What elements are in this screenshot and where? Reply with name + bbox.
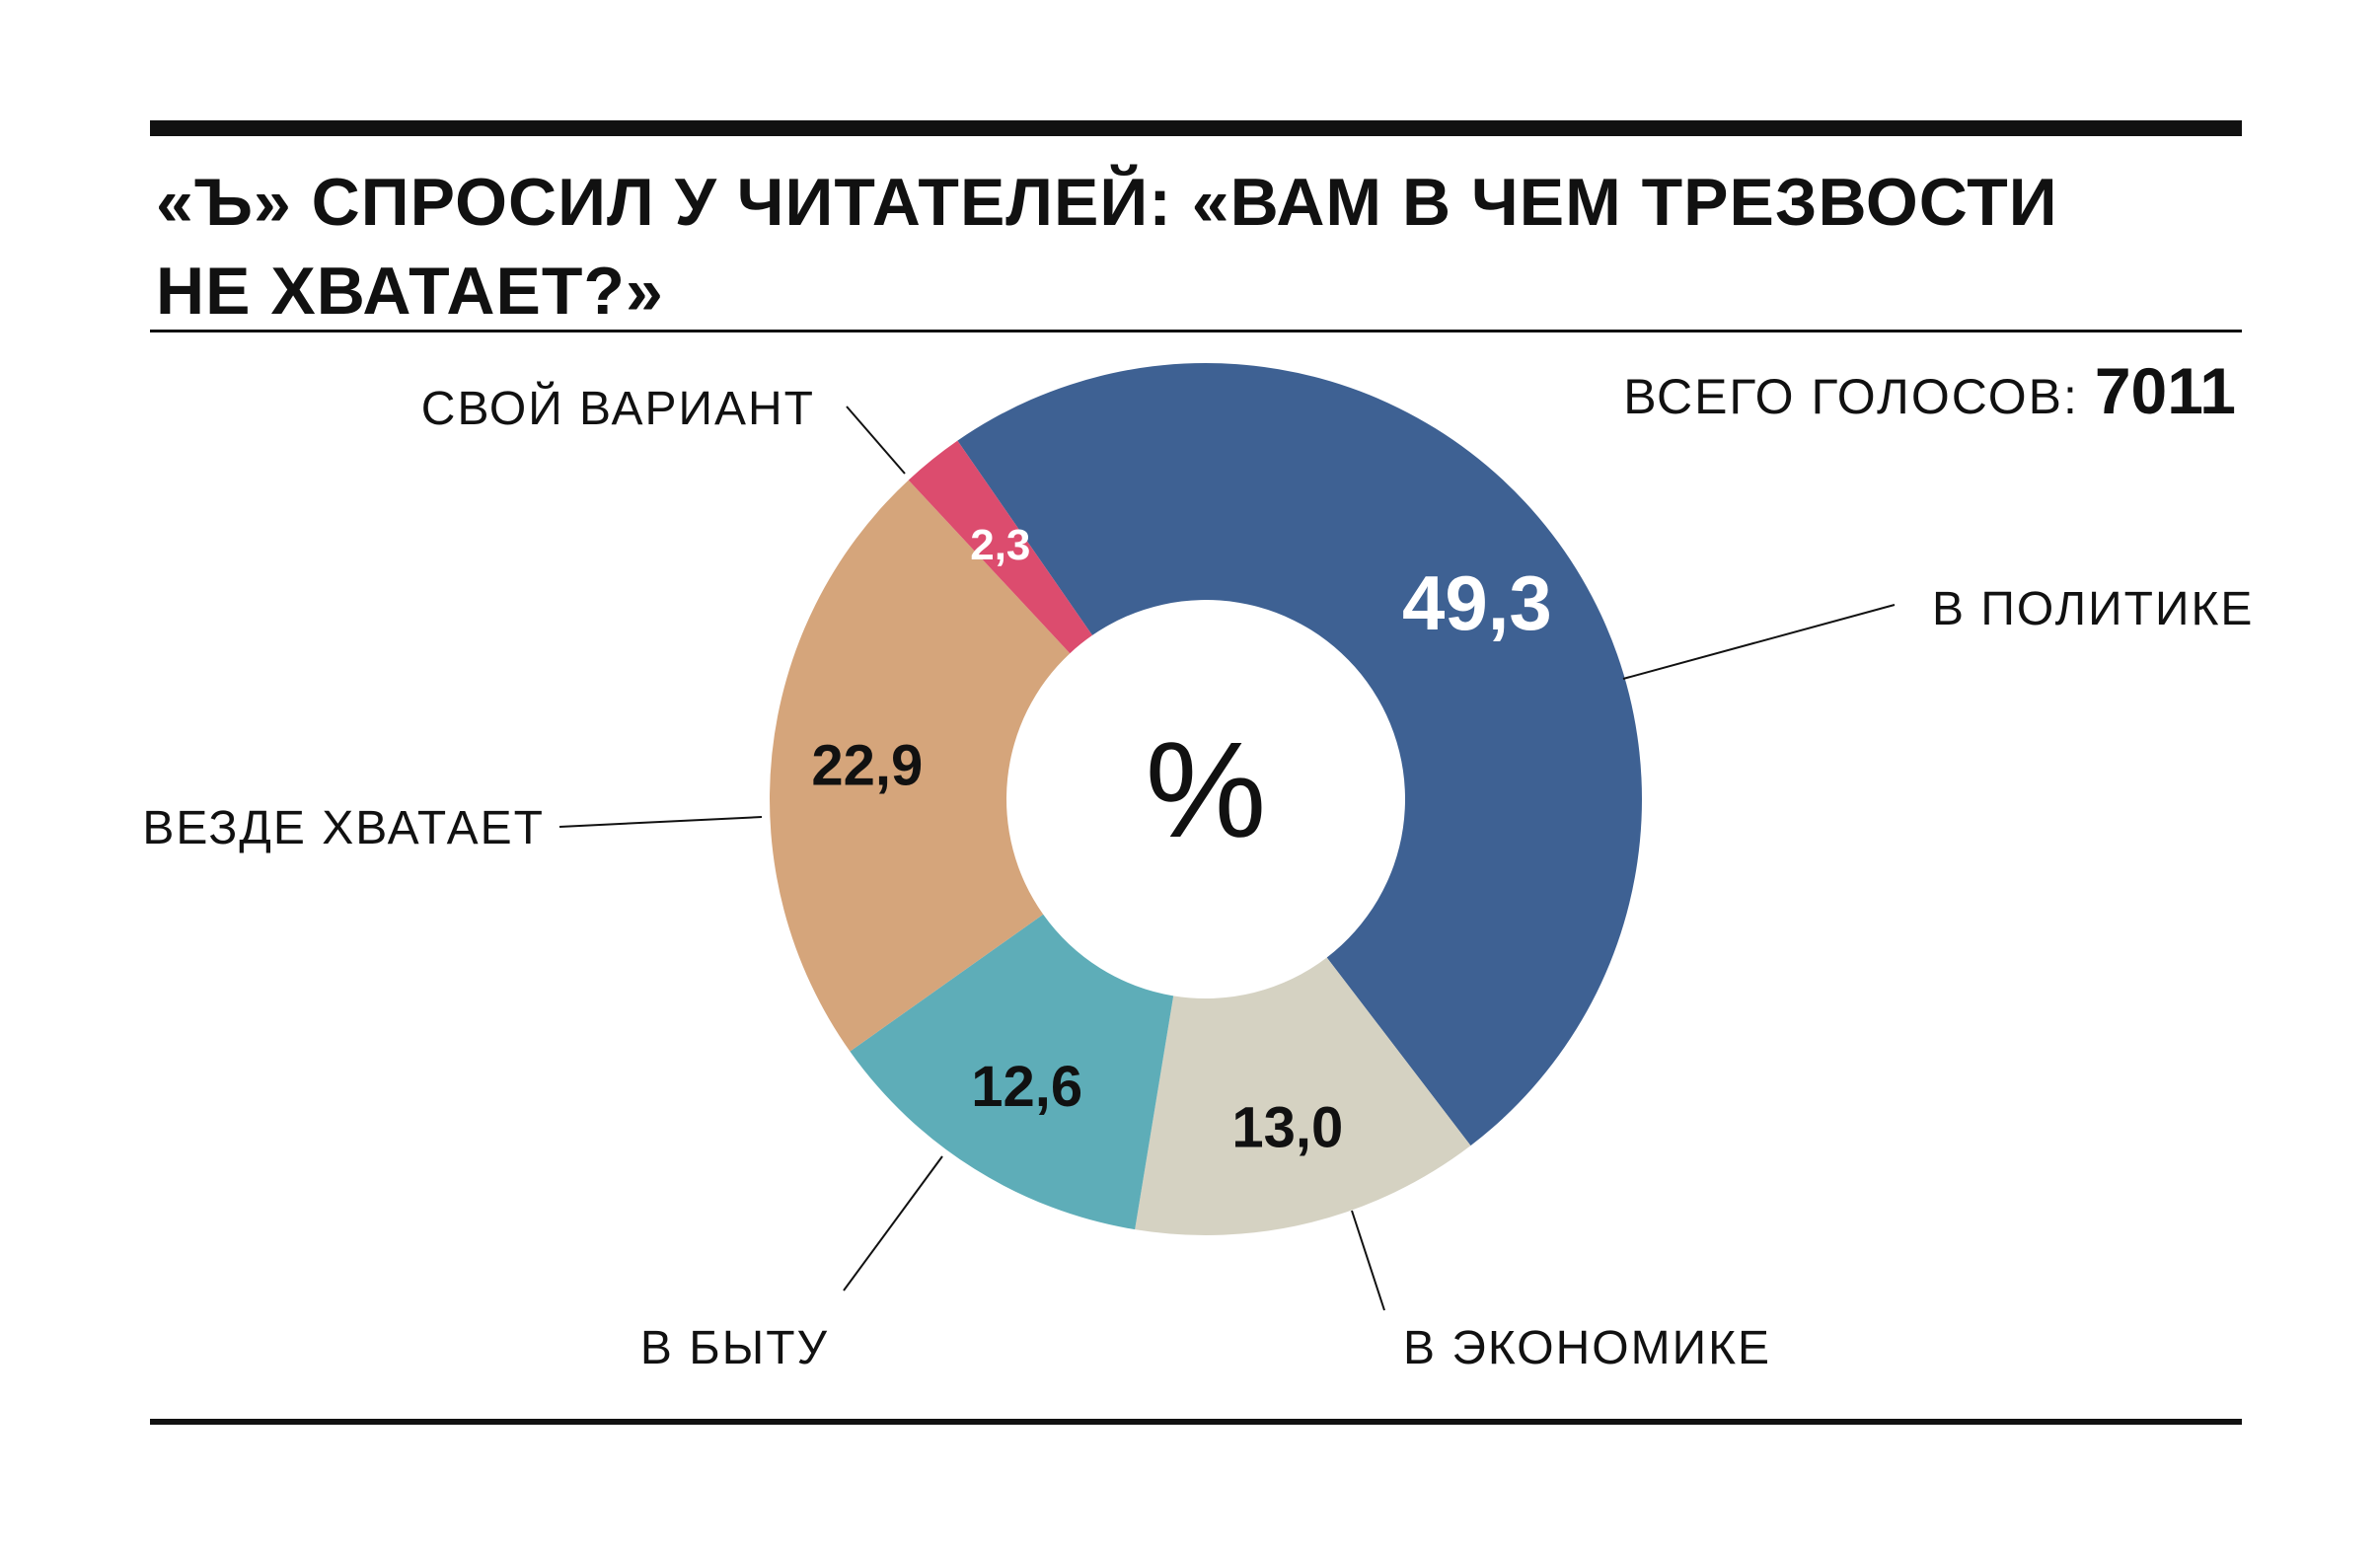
title-rule [150,330,2242,332]
slice-свой-вариант [908,440,1093,654]
category-label-в-политике: В ПОЛИТИКЕ [1932,583,2254,635]
category-label-везде-хватает: ВЕЗДЕ ХВАТАЕТ [142,802,545,854]
value-label-в-экономике: 13,0 [1231,1096,1343,1160]
leader-line-в-политике [1622,604,1896,680]
slice-в-политике [957,362,1643,1146]
leader-line-везде-хватает [558,816,763,828]
total-votes-value: 7011 [2094,354,2236,427]
category-label-в-быту: В БЫТУ [640,1322,829,1374]
bottom-rule [150,1419,2242,1425]
leader-lines [558,406,1896,1311]
slice-в-экономике [1135,957,1471,1235]
value-label-везде-хватает: 22,9 [811,734,923,798]
top-rule [150,120,2242,136]
slice-в-быту [850,914,1174,1230]
value-labels: 49,3 13,0 12,6 22,9 2,3 [811,521,1551,1159]
value-label-свой-вариант: 2,3 [970,521,1030,569]
donut-slices [770,362,1643,1235]
category-labels: В ПОЛИТИКЕ В ЭКОНОМИКЕ В БЫТУ ВЕЗДЕ ХВАТАЕТ… [142,381,2254,1374]
leader-line-в-быту [843,1155,943,1292]
slice-везде-хватает [770,480,1071,1052]
title-line-2: НЕ ХВАТАЕТ?» [156,254,664,329]
leader-line-в-экономике [1351,1210,1385,1311]
chart-title: «Ъ» СПРОСИЛ У ЧИТАТЕЛЕЙ: «ВАМ В ЧЕМ ТРЕЗ… [156,158,2228,335]
title-line-1: «Ъ» СПРОСИЛ У ЧИТАТЕЛЕЙ: «ВАМ В ЧЕМ ТРЕЗ… [156,165,2058,240]
leader-line-свой-вариант [846,406,906,475]
total-votes-label: ВСЕГО ГОЛОСОВ: [1623,369,2095,424]
total-votes: ВСЕГО ГОЛОСОВ: 7011 [1623,353,2236,428]
category-label-в-экономике: В ЭКОНОМИКЕ [1403,1322,1771,1374]
value-label-в-политике: 49,3 [1402,559,1552,646]
unit-label: % [1146,714,1267,866]
category-label-свой-вариант: СВОЙ ВАРИАНТ [421,381,815,435]
value-label-в-быту: 12,6 [971,1055,1082,1119]
